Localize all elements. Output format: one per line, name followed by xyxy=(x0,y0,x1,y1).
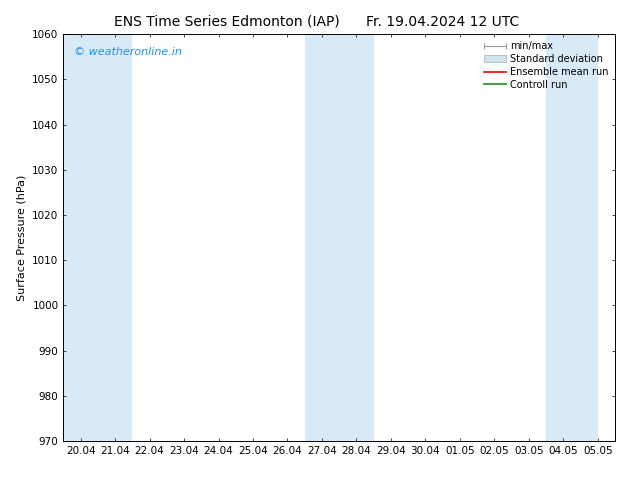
Text: ENS Time Series Edmonton (IAP)      Fr. 19.04.2024 12 UTC: ENS Time Series Edmonton (IAP) Fr. 19.04… xyxy=(114,15,520,29)
Text: © weatheronline.in: © weatheronline.in xyxy=(74,47,183,56)
Bar xyxy=(546,34,598,441)
Bar xyxy=(305,34,373,441)
Legend: min/max, Standard deviation, Ensemble mean run, Controll run: min/max, Standard deviation, Ensemble me… xyxy=(481,37,612,94)
Bar xyxy=(63,34,133,441)
Y-axis label: Surface Pressure (hPa): Surface Pressure (hPa) xyxy=(16,174,27,301)
